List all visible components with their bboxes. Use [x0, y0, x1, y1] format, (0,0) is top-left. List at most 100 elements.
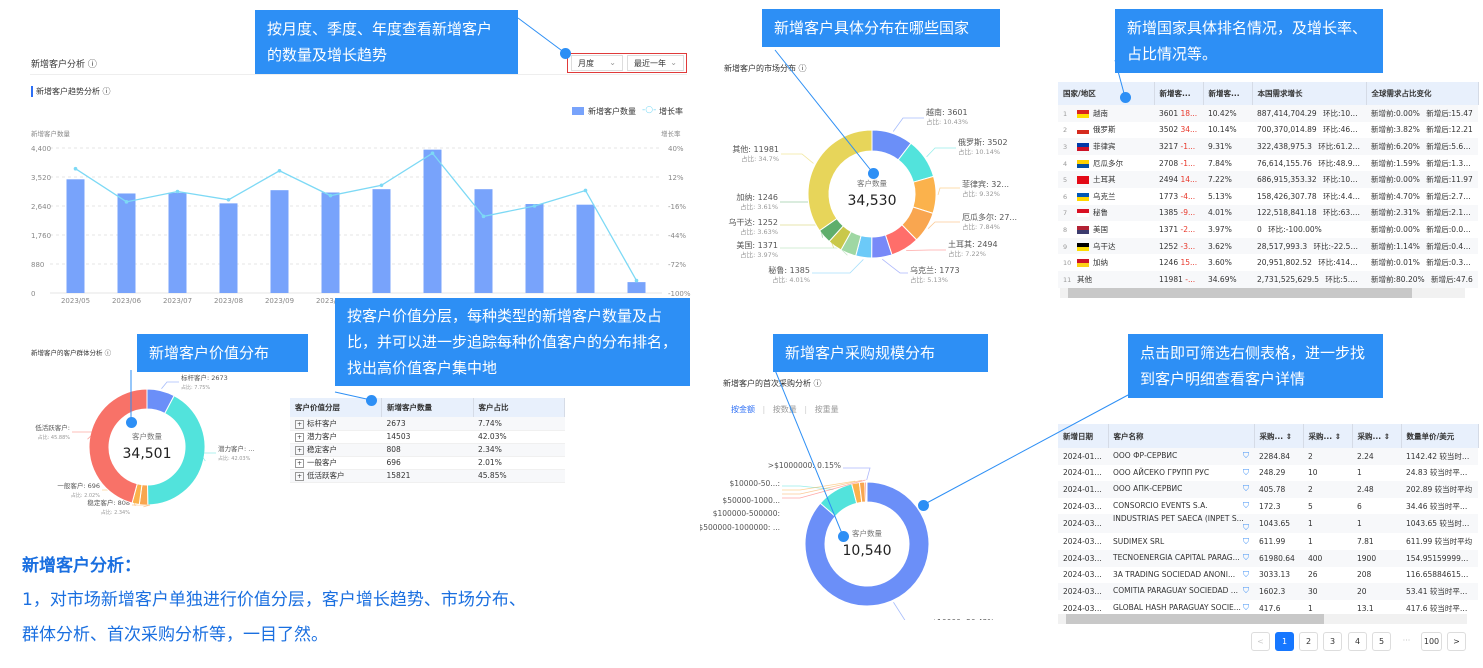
growth-point[interactable] — [430, 151, 435, 155]
pagination-page-1[interactable]: 1 — [1275, 632, 1294, 651]
table-row[interactable]: 2024-03-... 3A TRADING SOCIEDAD ANONI... ⛉… — [1058, 567, 1478, 584]
growth-point[interactable] — [328, 193, 333, 198]
column-header[interactable]: 新增客户数量 — [381, 398, 474, 417]
expand-icon[interactable]: + — [295, 459, 305, 468]
table-row[interactable]: + 潜力客户 14503 42.03% — [290, 430, 565, 443]
shield-icon[interactable]: ⛉ — [1243, 523, 1249, 533]
pagination-page-4[interactable]: 4 — [1348, 632, 1367, 651]
growth-point[interactable] — [73, 166, 78, 171]
table-row[interactable]: 11 其他 11981 -... 34.69% 2,731,525,629.5 环… — [1058, 270, 1478, 288]
tab-by-weight[interactable]: 按重量 — [814, 405, 839, 414]
country-name[interactable]: 美国 — [1093, 224, 1108, 234]
country-name[interactable]: 乌克兰 — [1093, 191, 1116, 201]
growth-point[interactable] — [226, 197, 231, 202]
pagination-page-3[interactable]: 3 — [1323, 632, 1342, 651]
column-header[interactable]: 数量单价/美元 — [1401, 424, 1479, 448]
table-row[interactable]: 2024-03-... CONSORCIO EVENTS S.A. ⛉ 172.3 5 6… — [1058, 498, 1478, 515]
legend-bar-label[interactable]: 新增客户数量 — [588, 107, 636, 116]
column-header[interactable]: 新增客... — [1203, 82, 1253, 105]
table-row[interactable]: 2024-03-... TECNOENERGIA CAPITAL PARAG...… — [1058, 549, 1478, 567]
donut-slice[interactable] — [865, 481, 868, 503]
table-row[interactable]: + 标杆客户 2673 7.74% — [290, 417, 565, 430]
table-row[interactable]: + 一般客户 696 2.01% — [290, 456, 565, 469]
donut-slice[interactable] — [88, 388, 148, 504]
growth-point[interactable] — [175, 189, 180, 194]
column-header[interactable]: 客户占比 — [473, 398, 565, 417]
table-row[interactable]: + 低活跃客户 15821 45.85% — [290, 469, 565, 482]
country-name[interactable]: 菲律宾 — [1093, 141, 1116, 151]
shield-icon[interactable]: ⛉ — [1243, 603, 1249, 613]
bar[interactable] — [576, 204, 595, 293]
growth-point[interactable] — [634, 278, 639, 283]
bar[interactable] — [372, 189, 391, 293]
table-row[interactable]: + 稳定客户 808 2.34% — [290, 443, 565, 456]
bar[interactable] — [627, 282, 646, 293]
cell[interactable]: CONSORCIO EVENTS S.A. — [1113, 501, 1208, 511]
period-select[interactable]: 月度 ⌄ — [571, 55, 623, 71]
column-header[interactable]: 新增客... — [1154, 82, 1204, 105]
table-row[interactable]: 10 加纳 1246 15... 3.60% 20,951,802.52 环比:4… — [1058, 254, 1478, 271]
column-header[interactable]: 全球需求占比变化 — [1366, 82, 1479, 105]
table-row[interactable]: 1 越南 3601 18... 10.42% 887,414,704.29 环比:… — [1058, 105, 1478, 122]
country-name[interactable]: 越南 — [1093, 108, 1108, 118]
column-header[interactable]: 客户价值分层 — [290, 398, 382, 417]
country-name[interactable]: 土耳其 — [1093, 175, 1116, 185]
shield-icon[interactable]: ⛉ — [1243, 569, 1249, 579]
column-header[interactable]: 采购... ⇕ — [1352, 424, 1402, 448]
bar[interactable] — [321, 192, 340, 293]
table-row[interactable]: 4 厄瓜多尔 2708 -1... 7.84% 76,614,155.76 环比:… — [1058, 155, 1478, 172]
expand-icon[interactable]: + — [295, 446, 305, 455]
country-name[interactable]: 厄瓜多尔 — [1093, 158, 1123, 168]
pagination-page-2[interactable]: 2 — [1299, 632, 1318, 651]
growth-point[interactable] — [532, 204, 537, 208]
column-header[interactable]: 国家/地区 — [1058, 82, 1155, 105]
table-row[interactable]: 8 美国 1371 -2... 3.97% 0 环比:-100.00% 新增前:0… — [1058, 221, 1478, 238]
table-row[interactable]: 2024-01-... ООО ФР-СЕРВИС ⛉ 2284.84 2 2.24 114… — [1058, 448, 1478, 465]
cell[interactable]: TECNOENERGIA CAPITAL PARAG... — [1113, 553, 1240, 563]
growth-point[interactable] — [277, 168, 282, 173]
shield-icon[interactable]: ⛉ — [1243, 553, 1249, 563]
bar[interactable] — [474, 189, 493, 293]
table-row[interactable]: 2024-03-... GLOBAL HASH PARAGUAY SOCIE...… — [1058, 600, 1478, 617]
bar[interactable] — [219, 203, 238, 293]
table-row[interactable]: 2 俄罗斯 3502 34... 10.14% 700,370,014.89 环比… — [1058, 122, 1478, 139]
shield-icon[interactable]: ⛉ — [1243, 501, 1249, 511]
table-row[interactable]: 2024-01-... ООО АЙСЕКО ГРУПП РУС ⛉ 248.29 10… — [1058, 465, 1478, 482]
pagination-prev[interactable]: < — [1251, 632, 1270, 651]
bar[interactable] — [270, 190, 289, 293]
shield-icon[interactable]: ⛉ — [1243, 451, 1249, 461]
pagination-ellipsis[interactable]: ··· — [1397, 632, 1416, 651]
country-name[interactable]: 加纳 — [1093, 258, 1108, 268]
cell[interactable]: INDUSTRIAS PET SAECA (INPET S... — [1113, 514, 1244, 524]
table-row[interactable]: 2024-03-... INDUSTRIAS PET SAECA (INPET S… — [1058, 514, 1478, 534]
range-select[interactable]: 最近一年 ⌄ — [627, 55, 684, 71]
country-name[interactable]: 俄罗斯 — [1093, 125, 1116, 135]
legend-line-label[interactable]: 增长率 — [659, 107, 683, 116]
bar[interactable] — [423, 149, 442, 293]
expand-icon[interactable]: + — [295, 472, 305, 481]
growth-point[interactable] — [124, 200, 129, 204]
column-header[interactable]: 新增日期 — [1058, 424, 1109, 448]
table-row[interactable]: 2024-03-... SUDIMEX SRL ⛉ 611.99 1 7.81 611.99… — [1058, 533, 1478, 550]
country-name[interactable]: 其他 — [1077, 274, 1092, 284]
shield-icon[interactable]: ⛉ — [1243, 484, 1249, 494]
country-table-scrollbar[interactable] — [1060, 288, 1465, 298]
shield-icon[interactable]: ⛉ — [1243, 536, 1249, 546]
shield-icon[interactable]: ⛉ — [1243, 586, 1249, 596]
detail-table-scrollbar[interactable] — [1058, 614, 1467, 624]
table-row[interactable]: 2024-03-... COMITIA PARAGUAY SOCIEDAD ...… — [1058, 583, 1478, 600]
table-row[interactable]: 2024-01-... ООО АПК-СЕРВИС ⛉ 405.78 2 2.48 202… — [1058, 481, 1478, 498]
tab-by-quantity[interactable]: 按数量 — [772, 405, 797, 414]
table-row[interactable]: 5 土耳其 2494 14... 7.22% 686,915,353.32 环比:… — [1058, 171, 1478, 188]
cell[interactable]: ООО АЙСЕКО ГРУПП РУС — [1113, 467, 1210, 477]
column-header[interactable]: 本国需求增长 — [1252, 82, 1367, 105]
cell[interactable]: GLOBAL HASH PARAGUAY SOCIE... — [1113, 603, 1241, 613]
tab-by-amount[interactable]: 按金额 — [731, 405, 755, 414]
cell[interactable]: ООО АПК-СЕРВИС — [1113, 484, 1183, 494]
donut-slice[interactable] — [147, 395, 206, 506]
pagination-page-5[interactable]: 5 — [1372, 632, 1391, 651]
shield-icon[interactable]: ⛉ — [1243, 467, 1249, 477]
cell[interactable]: 3A TRADING SOCIEDAD ANONI... — [1113, 569, 1236, 579]
growth-point[interactable] — [481, 214, 486, 219]
country-name[interactable]: 乌干达 — [1093, 241, 1116, 251]
